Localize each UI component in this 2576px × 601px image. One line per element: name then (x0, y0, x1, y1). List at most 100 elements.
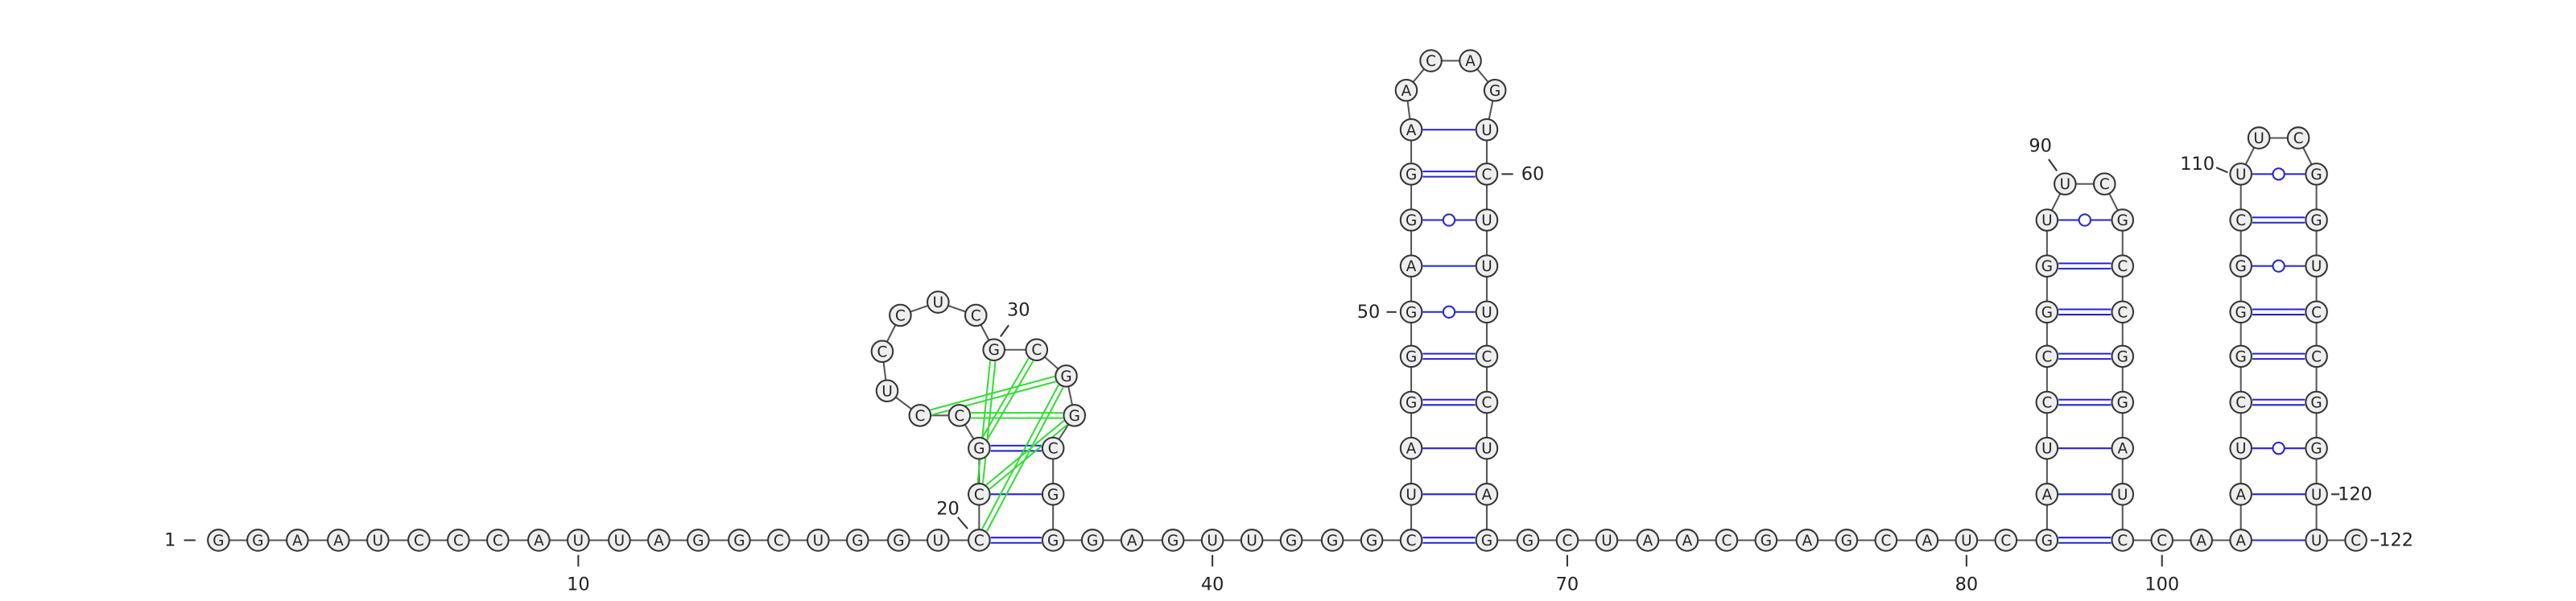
nucleotide-letter: U (1481, 304, 1492, 321)
nucleotide-letter: U (2041, 441, 2052, 458)
nucleotide-letter: C (1406, 533, 1417, 550)
nucleotide-letter: U (1481, 212, 1492, 229)
nucleotide-letter: C (1426, 53, 1436, 70)
nucleotide-circle (968, 529, 991, 552)
nucleotide-circle (767, 529, 791, 552)
nucleotide-circle (2229, 390, 2252, 414)
nucleotide-letter: U (813, 533, 824, 550)
base-pairs (930, 129, 2306, 544)
nucleotide-circle (2229, 254, 2252, 278)
position-label: 40 (1201, 574, 1224, 595)
position-label: 110 (2180, 154, 2215, 175)
nucleotide-letter: G (1167, 533, 1179, 550)
nucleotide-circle (366, 529, 390, 552)
nucleotide-circle (1994, 529, 2018, 552)
nucleotide-letter: G (1286, 533, 1297, 550)
nucleotide-circle (1399, 483, 1423, 506)
nucleotide-circle (2035, 529, 2059, 552)
nucleotide-circle (1240, 529, 1264, 552)
nucleotide-letter: U (2311, 258, 2322, 275)
nucleotide-circle (1516, 529, 1540, 552)
nucleotide-circle (2305, 344, 2328, 368)
nucleotide-letter: C (2099, 176, 2110, 193)
nucleotide-circle (947, 404, 972, 427)
nucleotide-circle (567, 529, 590, 552)
nucleotide-circle (1399, 529, 1423, 552)
nucleotide-letter: C (2235, 212, 2246, 229)
position-label: 10 (567, 574, 590, 595)
nucleotide-circle (1080, 529, 1104, 552)
nucleotide-letter: C (1482, 395, 1492, 412)
nucleotide-letter: A (1802, 533, 1813, 550)
nucleotide-letter: C (1482, 167, 1492, 183)
nucleotide-circle (527, 529, 551, 552)
nucleotide-circle (1555, 529, 1579, 552)
nucleotide-circle (2111, 436, 2135, 460)
nucleotide-letter: A (1465, 53, 1476, 70)
nucleotide-letter: C (2311, 348, 2322, 365)
nucleotide-letter: U (1207, 533, 1217, 550)
nucleotide-circle (1675, 529, 1699, 552)
nucleotide-letter: C (2117, 258, 2128, 275)
nucleotide-letter: U (1481, 122, 1492, 139)
nucleotide-letter: C (974, 533, 985, 550)
nucleotide-letter: G (2235, 348, 2247, 365)
nucleotide-circle (2035, 344, 2059, 368)
nucleotide-circle (2111, 483, 2135, 506)
nucleotide-letter: G (1406, 395, 1417, 412)
nucleotide-circle (1459, 49, 1482, 72)
nucleotide-circle (447, 529, 470, 552)
nucleotide-circle (2229, 436, 2252, 460)
nucleotide-circle (2190, 529, 2213, 552)
nucleotide-circle (1399, 117, 1423, 142)
nucleotide-circle (2305, 208, 2328, 232)
nucleotide-circle (1715, 529, 1739, 552)
nucleotide-letter: G (852, 533, 863, 550)
nucleotide-letter: G (989, 342, 1000, 359)
nucleotide-letter: G (1047, 533, 1059, 550)
nucleotide-circle (887, 529, 910, 552)
nucleotide-letter: A (534, 533, 544, 550)
nucleotide-circle (927, 290, 950, 314)
position-label: 122 (2379, 529, 2413, 550)
position-label: 80 (1955, 574, 1979, 595)
nucleotide-letter: C (493, 533, 503, 550)
nucleotide-circle (2305, 436, 2328, 460)
nucleotide-circle (2111, 254, 2135, 278)
label-tick (1000, 324, 1009, 337)
nucleotide-letter: U (2041, 212, 2052, 229)
position-label: 30 (1007, 300, 1030, 321)
nucleotide-circle (1475, 163, 1499, 186)
nucleotide-letter: C (2157, 533, 2167, 550)
nucleotide-circle (1360, 529, 1384, 552)
label-tick (957, 517, 968, 529)
nucleotide-letter: C (954, 408, 964, 425)
nucleotide-letter: G (973, 441, 985, 458)
nucleotide-circle (1419, 49, 1443, 72)
nucleotide-circle (1475, 300, 1499, 324)
nucleotide-circle (1399, 208, 1423, 232)
nucleotide-circle (875, 379, 899, 403)
nucleotide-letter: G (1406, 167, 1417, 183)
nucleotide-circle (1835, 529, 1859, 552)
nucleotide-circle (2035, 436, 2059, 460)
nucleotide-letter: C (2235, 395, 2246, 412)
nucleotide-circle (1475, 436, 1499, 460)
nucleotide-circle (2305, 529, 2328, 552)
position-label: 100 (2145, 574, 2179, 595)
nucleotide-letter: A (1682, 533, 1693, 550)
nucleotide-circle (2305, 254, 2328, 278)
nucleotide-circle (1955, 529, 1979, 552)
nucleotide-letter: G (252, 533, 263, 550)
nucleotide-letter: C (1563, 533, 1573, 550)
nucleotide-letter: U (373, 533, 383, 550)
nucleotide-circle (1399, 163, 1423, 186)
nucleotide-circle (1795, 529, 1819, 552)
nucleotide-circle (2035, 254, 2059, 278)
nucleotide-circle (1475, 208, 1499, 232)
nucleotide-circle (846, 529, 869, 552)
position-label: 70 (1556, 574, 1579, 595)
nucleotide-circle (407, 529, 431, 552)
nucleotide-circle (964, 303, 988, 327)
